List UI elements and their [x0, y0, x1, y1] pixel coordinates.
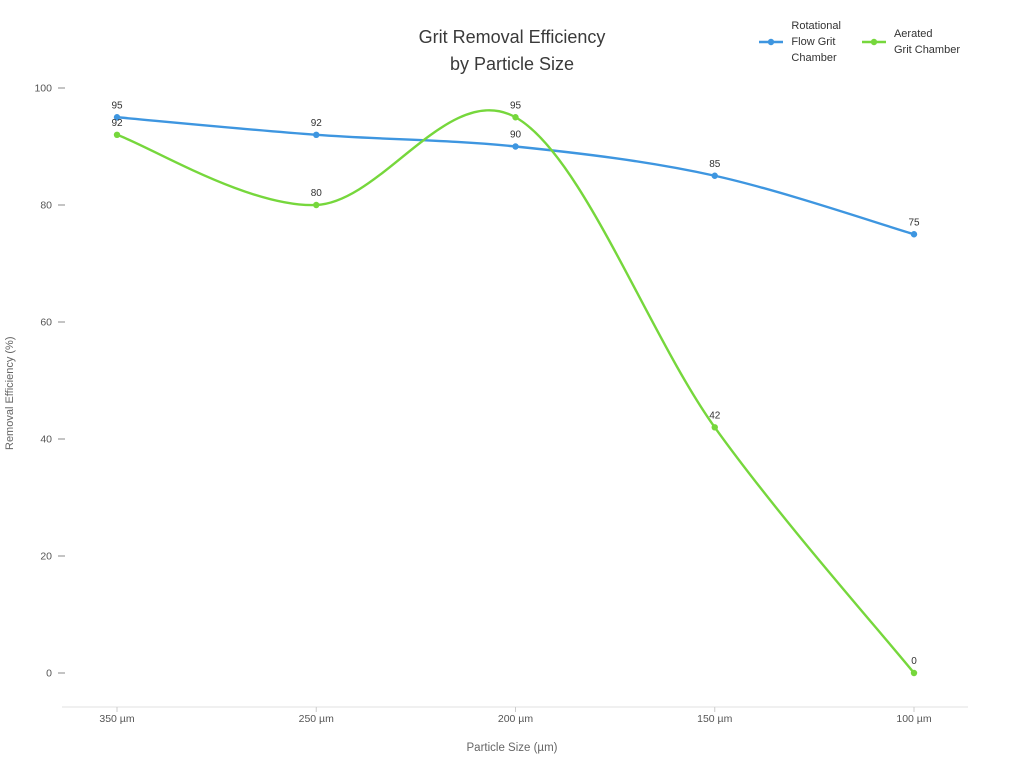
legend-item-rotational-flow-grit-chamber[interactable]: Rotational Flow Grit Chamber — [758, 18, 841, 66]
data-label: 80 — [311, 188, 323, 199]
point-marker — [711, 172, 718, 179]
point-marker — [113, 114, 121, 121]
series-aerated-grit-chamber: 92 80 95 42 0 — [111, 100, 918, 677]
point-marker — [113, 131, 121, 138]
legend-item-aerated-grit-chamber[interactable]: Aerated Grit Chamber — [861, 26, 960, 58]
data-label: 85 — [709, 159, 721, 170]
y-tick-label: 80 — [40, 200, 52, 212]
line-marker-icon — [861, 38, 886, 46]
data-label: 0 — [911, 656, 917, 667]
y-tick-label: 0 — [46, 668, 52, 680]
legend-dot — [768, 38, 775, 46]
legend-dot — [870, 38, 878, 46]
series-rotational-flow-grit-chamber: 95 92 90 85 75 — [111, 100, 920, 238]
x-tick-label: 350 µm — [99, 713, 134, 725]
point-marker — [512, 114, 519, 121]
axes: 0 20 40 60 80 100 350 µm 250 µm 200 µm 150 µm 100 … — [34, 83, 968, 725]
x-tick-label: 100 µm — [896, 713, 931, 725]
point-marker — [313, 131, 320, 138]
legend: Rotational Flow Grit Chamber Aerated Gri… — [758, 18, 960, 66]
point-marker — [313, 201, 320, 209]
x-axis-title: Particle Size (µm) — [466, 742, 558, 754]
y-tick-label: 100 — [34, 83, 52, 95]
point-marker — [910, 669, 918, 677]
chart-title: Grit Removal Efficiency by Particle Size — [418, 27, 606, 74]
line-marker-icon — [759, 38, 784, 46]
series-line — [115, 109, 916, 675]
point-marker — [512, 143, 519, 150]
x-tick-label: 250 µm — [299, 713, 334, 725]
data-label: 92 — [111, 118, 123, 129]
data-label: 95 — [510, 100, 522, 111]
data-label: 75 — [908, 217, 920, 228]
legend-label: Aerated Grit Chamber — [893, 28, 960, 56]
data-label: 95 — [111, 100, 123, 111]
y-tick-label: 60 — [40, 317, 52, 329]
data-label: 92 — [311, 118, 323, 129]
x-tick-label: 200 µm — [498, 713, 533, 725]
legend-label: Rotational Flow Grit Chamber — [791, 20, 841, 64]
data-label: 42 — [709, 410, 721, 421]
point-marker — [711, 424, 718, 431]
y-tick-label: 40 — [40, 434, 52, 446]
y-tick-label: 20 — [40, 551, 52, 563]
data-label: 90 — [510, 130, 522, 141]
point-marker — [910, 231, 918, 238]
x-tick-label: 150 µm — [697, 713, 732, 725]
